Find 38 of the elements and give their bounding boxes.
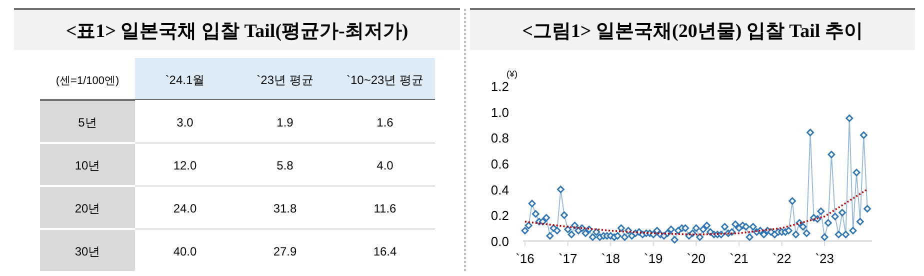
y-tick-label: 0.4 [490,182,509,198]
text: (센=1/100엔) [56,75,120,87]
y-tick-label: 0.6 [490,156,509,172]
data-label: 1.6 [376,116,394,130]
x-tick-label: `17 [558,251,578,266]
y-tick-label: 1.0 [490,104,509,120]
chart-title: <표1> 일본국채 입찰 Tail(평균가-최저가) [66,21,408,42]
x-tick-label: `24.1월 [165,73,205,87]
data-label: 24.0 [173,202,197,216]
data-label: 12.0 [173,158,197,172]
data-label: 31.8 [273,202,297,216]
data-label: 4.0 [376,158,394,172]
y-tick-label: 0.0 [490,234,509,249]
y-tick-label: 30년 [74,244,100,258]
y-tick-label: 1.2 [490,79,509,94]
x-tick-label: `10~23년 평균 [346,73,424,87]
y-axis-title: (¥) [506,69,518,79]
y-tick-label: 5년 [78,116,97,130]
x-tick-label: `21 [730,251,748,266]
data-label: 11.6 [374,202,397,216]
x-tick-label: `23년 평균 [256,73,314,87]
y-tick-label: 0.8 [490,130,509,146]
chart-title: <그림1> 일본국채(20년물) 입찰 Tail 추이 [522,21,863,42]
x-tick-label: `18 [601,251,620,266]
data-label: 40.0 [173,244,197,258]
data-label: 1.9 [276,116,294,130]
data-label: 16.4 [373,244,397,258]
x-tick-label: `23 [815,251,834,266]
y-tick-label: 0.2 [490,208,509,224]
data-label: 5.8 [276,158,294,172]
x-tick-label: `16 [516,251,534,266]
x-tick-label: `22 [772,251,792,266]
data-label: 27.9 [273,244,297,258]
y-tick-label: 20년 [74,202,100,216]
x-tick-label: `19 [644,251,663,266]
x-tick-label: `20 [686,251,706,266]
data-label: 3.0 [176,116,194,130]
y-tick-label: 10년 [74,158,100,172]
